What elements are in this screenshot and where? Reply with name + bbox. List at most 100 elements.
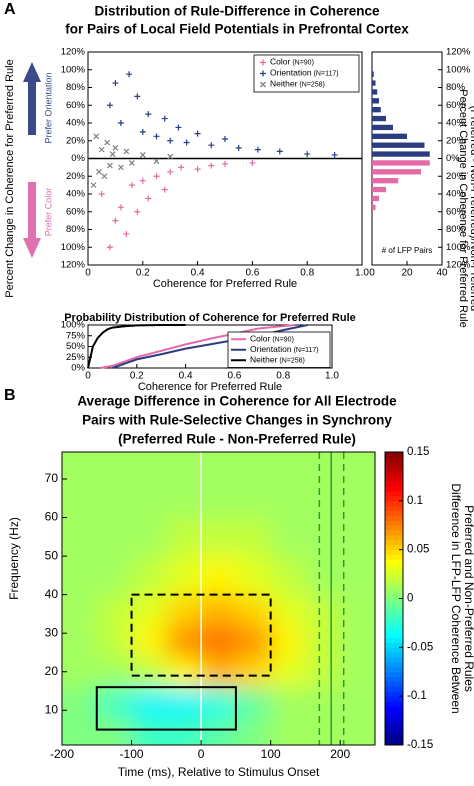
- colorbar-step: [385, 461, 403, 468]
- heatmap-cell: [62, 625, 98, 657]
- point: [304, 151, 311, 158]
- x-tick-label: 20: [401, 268, 413, 279]
- point: [109, 151, 116, 157]
- colorbar-step: [385, 671, 403, 678]
- heatmap-cell: [166, 556, 202, 596]
- heatmap-cell: [131, 656, 167, 688]
- y-tick-label: 80%: [446, 224, 466, 235]
- y-tick-label: 40%: [446, 118, 466, 129]
- plot-frame: [371, 51, 443, 266]
- heatmap-cell: [96, 718, 133, 745]
- heatmap-cell: [270, 517, 306, 557]
- colorbar-tick-label: 0.05: [407, 544, 429, 556]
- heatmap-cell: [201, 594, 237, 626]
- bar: [372, 107, 381, 113]
- legend-name: Color: [250, 334, 270, 344]
- heatmap-clip: [62, 452, 375, 745]
- legend-count: (N=117): [314, 70, 339, 77]
- colorbar-step: [385, 691, 403, 697]
- colorbar-step: [385, 495, 403, 502]
- x-axis-label: Time (ms), Relative to Stimulus Onset: [118, 765, 320, 779]
- colorbar-step: [385, 500, 403, 507]
- colorbar-step: [385, 666, 403, 673]
- point: [194, 130, 201, 137]
- heatmap-cell: [340, 452, 375, 519]
- colorbar-step: [385, 535, 403, 541]
- point: [126, 71, 133, 78]
- point: [104, 139, 111, 146]
- heatmap-cell: [270, 687, 306, 719]
- colorbar-step: [385, 676, 403, 682]
- colorbar-step: [385, 652, 403, 658]
- colorbar-step: [385, 539, 403, 546]
- point: [98, 191, 105, 197]
- x-tick-label: 0.6: [227, 371, 241, 382]
- heatmap-cell: [62, 517, 98, 557]
- legend-name: Neither: [250, 355, 278, 365]
- cdf-line: [87, 324, 186, 369]
- y-axis-label: Percent Change in Coherence for Preferre…: [457, 89, 469, 327]
- x-tick-label: 0.6: [245, 268, 259, 279]
- heatmap-cell: [305, 594, 341, 626]
- chart-title: Probability Distribution of Coherence fo…: [64, 312, 356, 324]
- heatmap-cell: [235, 718, 272, 745]
- colorbar-step: [385, 627, 403, 634]
- x-tick-label: -100: [120, 747, 144, 761]
- point: [139, 152, 146, 158]
- heatmap-cell: [201, 625, 237, 657]
- colorbar-step: [385, 491, 403, 497]
- x-tick-label: 0: [198, 747, 205, 761]
- point: [117, 164, 124, 171]
- chart-title: Distribution of Rule-Difference in Coher…: [94, 4, 380, 19]
- colorbar-step: [385, 456, 403, 463]
- heatmap-cell: [305, 656, 341, 688]
- heatmap-cell: [62, 556, 98, 596]
- y-tick-label: 120%: [446, 47, 471, 58]
- bar: [372, 115, 386, 122]
- heatmap-cell: [340, 556, 375, 596]
- y-tick-label: 100%: [61, 320, 86, 331]
- colorbar-step: [385, 549, 403, 555]
- heatmap-cell: [62, 594, 98, 626]
- colorbar-step: [385, 647, 403, 653]
- heatmap-cell: [96, 556, 133, 596]
- colorbar-tick-label: 0.1: [407, 495, 423, 507]
- colorbar-step: [385, 510, 403, 516]
- bar: [372, 98, 379, 104]
- point: [106, 162, 113, 169]
- heatmap-cell: [270, 625, 306, 657]
- x-tick-label: 0: [369, 268, 375, 279]
- panel-label: A: [4, 1, 16, 18]
- colorbar-step: [385, 710, 403, 717]
- y-tick-label: 20%: [66, 135, 86, 146]
- x-axis-label: Coherence for Preferred Rule: [138, 381, 282, 393]
- heatmap-cell: [235, 517, 272, 557]
- y-tick-label: 0%: [71, 363, 85, 374]
- colorbar-step: [385, 661, 403, 668]
- legend-name: Orientation: [270, 68, 312, 78]
- heatmap-cell: [166, 452, 202, 519]
- colorbar-tick-label: 0: [407, 593, 413, 605]
- colorbar-step: [385, 730, 403, 736]
- y-tick-label: 0%: [71, 153, 85, 164]
- colorbar-step: [385, 696, 403, 702]
- point: [153, 133, 160, 140]
- legend-label: Orientation (N=117): [270, 68, 339, 78]
- heatmap-cell: [96, 452, 133, 519]
- legend-label: Color (N=90): [270, 57, 314, 67]
- colorbar-step: [385, 530, 403, 536]
- chart-title: Pairs with Rule-Selective Changes in Syn…: [82, 413, 392, 428]
- point: [222, 135, 228, 142]
- colorbar-tick-label: 0.15: [407, 446, 429, 458]
- y-tick-label: 70: [45, 471, 59, 485]
- heatmap-cell: [96, 656, 133, 688]
- heatmap-cell: [131, 594, 167, 626]
- bar: [372, 133, 407, 139]
- legend-count: (N=90): [272, 336, 294, 343]
- chart-title: (Preferred Rule - Non-Preferred Rule): [118, 432, 356, 447]
- x-tick-label: 1.0: [355, 268, 369, 279]
- point: [194, 166, 201, 173]
- bar: [372, 186, 386, 193]
- point: [128, 160, 135, 166]
